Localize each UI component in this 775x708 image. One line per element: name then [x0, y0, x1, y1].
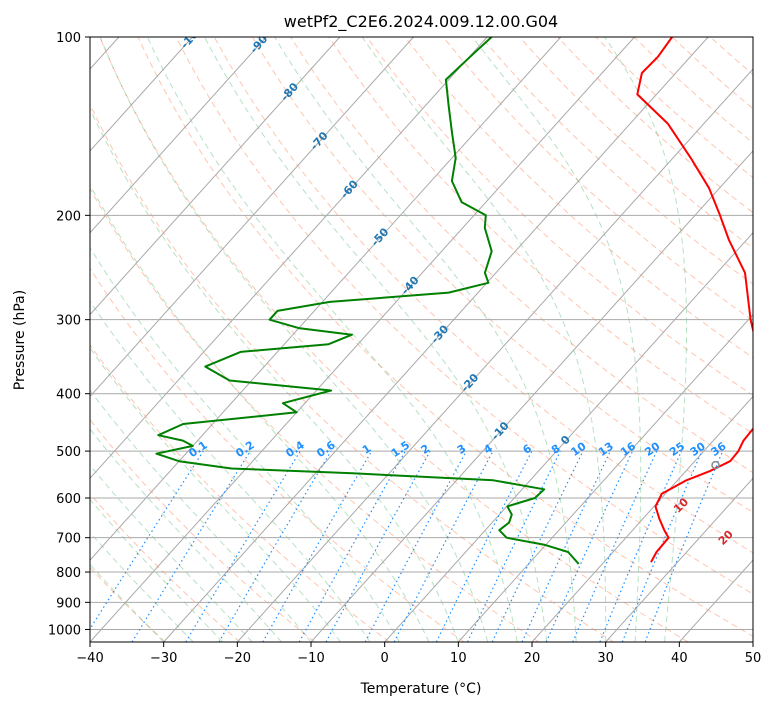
- x-tick-label: −20: [224, 651, 251, 666]
- isotherm-line: [90, 37, 267, 234]
- isotherm-line: [236, 68, 753, 642]
- dewpoint-profile: [155, 37, 580, 565]
- isotherm-line: [90, 37, 488, 480]
- y-tick-label: 100: [56, 31, 81, 46]
- x-tick-label: −10: [297, 651, 324, 666]
- moist-adiabat: [90, 107, 459, 642]
- y-tick-label: 400: [56, 388, 81, 403]
- background-lines: [90, 37, 753, 642]
- x-tick-label: 0: [381, 651, 389, 666]
- dry-adiabat: [251, 37, 753, 513]
- isotherm-line: [90, 37, 562, 561]
- mixing-ratio-line: [521, 450, 611, 642]
- isotherm-line: [90, 37, 341, 316]
- moist-adiabat: [604, 37, 687, 642]
- y-tick-label: 200: [56, 209, 81, 224]
- moist-adiabat: [90, 300, 371, 642]
- isotherm-line: [163, 37, 709, 642]
- isotherm-line: [90, 37, 635, 642]
- plot-frame: [89, 36, 754, 643]
- dry-adiabat: [213, 37, 753, 554]
- isotherm-line: [90, 37, 414, 398]
- mixing-ratio-line: [325, 450, 431, 642]
- x-tick-label: 30: [597, 651, 614, 666]
- moist-adiabat: [90, 246, 400, 642]
- mixing-ratio-line: [185, 450, 301, 642]
- y-tick-label: 900: [56, 596, 81, 611]
- dry-adiabat: [90, 187, 540, 642]
- dry-adiabat: [90, 418, 316, 642]
- mixing-ratio-line: [218, 450, 332, 642]
- dry-adiabat: [99, 37, 689, 642]
- moist-adiabat: [90, 347, 341, 642]
- dry-adiabat: [442, 37, 753, 322]
- mixing-ratio-line: [90, 450, 204, 631]
- dry-adiabat: [290, 37, 753, 474]
- dry-adiabat: [90, 267, 465, 642]
- isotherm-line: [605, 477, 753, 642]
- isotherm-line: [90, 37, 193, 152]
- isotherm-line: [457, 313, 753, 642]
- x-tick-label: 40: [671, 651, 688, 666]
- y-tick-label: 800: [56, 566, 81, 581]
- dry-adiabat: [404, 37, 753, 359]
- dry-adiabat: [90, 493, 241, 642]
- y-tick-label: 500: [56, 445, 81, 460]
- moist-adiabat: [90, 464, 253, 642]
- isotherm-line: [531, 395, 753, 642]
- moist-adiabat: [471, 37, 642, 642]
- dry-adiabat: [175, 37, 753, 595]
- temperature-profile: [636, 37, 753, 563]
- isotherm-line: [384, 231, 753, 642]
- moist-adiabat: [99, 37, 489, 642]
- moist-adiabat: [274, 37, 577, 642]
- x-axis-label: Temperature (°C): [360, 681, 482, 697]
- moist-adiabat: [146, 37, 518, 642]
- mixing-ratio-line: [466, 450, 561, 642]
- y-tick-label: 1000: [48, 623, 81, 638]
- parcel-marker: [711, 460, 720, 470]
- profile-lines: [155, 37, 753, 565]
- x-tick-label: 50: [745, 651, 762, 666]
- mixing-ratio-line: [491, 450, 584, 642]
- y-tick-label: 700: [56, 532, 81, 547]
- x-tick-label: −30: [150, 651, 177, 666]
- moist-adiabat: [361, 37, 607, 642]
- chart-title: wetPf2_C2E6.2024.009.12.00.G04: [284, 12, 558, 32]
- mixing-ratio-line: [364, 450, 467, 642]
- y-axis-label: Pressure (hPa): [12, 290, 28, 390]
- isotherm-line: [310, 150, 753, 642]
- y-tick-label: 300: [56, 314, 81, 329]
- x-tick-label: −40: [76, 651, 103, 666]
- y-tick-label: 600: [56, 492, 81, 507]
- moist-adiabat: [90, 428, 282, 642]
- x-tick-label: 10: [450, 651, 467, 666]
- x-tick-label: 20: [524, 651, 541, 666]
- axis-ticks: −40 −30 −20 −10 0 10 20 30 40 50 100 200 300 400 500 60…: [48, 31, 761, 666]
- mixing-ratio-line: [131, 450, 251, 642]
- dry-adiabat: [328, 37, 753, 435]
- dry-adiabat: [90, 103, 614, 642]
- dry-adiabat: [366, 37, 753, 396]
- dry-adiabat: [90, 566, 166, 642]
